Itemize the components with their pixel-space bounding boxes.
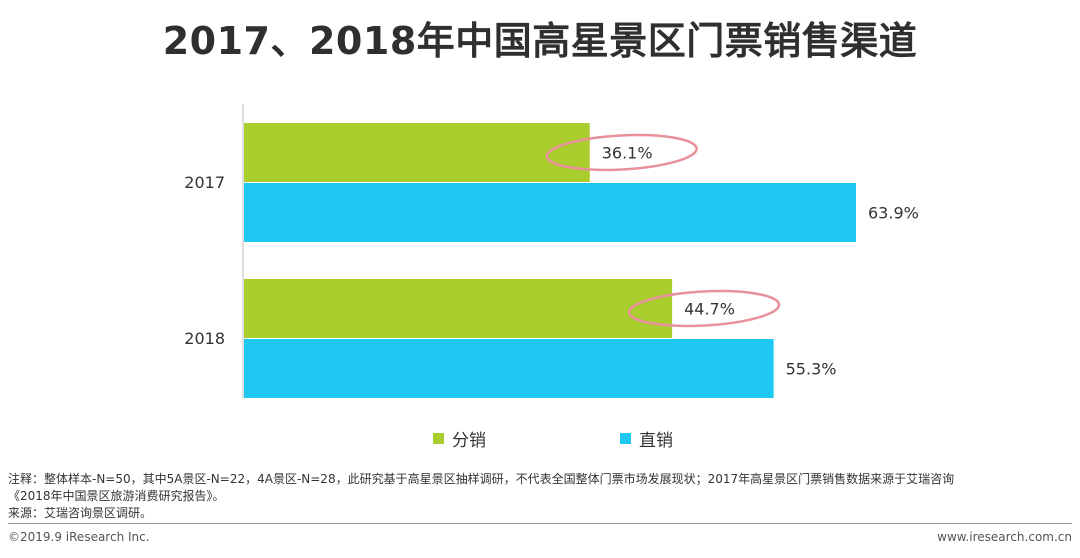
notes: 注释：整体样本-N=50，其中5A景区-N=22，4A景区-N=28，此研究基于… (8, 471, 1072, 522)
chart-title: 2017、2018年中国高星景区门票销售渠道 (162, 19, 918, 63)
legend-swatch-direct (620, 433, 631, 444)
note-line-2: 《2018年中国景区旅游消费研究报告》。 (8, 489, 225, 503)
bar-2018-distribution (244, 279, 673, 338)
bar-2018-direct (244, 339, 774, 398)
footer-website: www.iresearch.com.cn (937, 530, 1072, 544)
highlight-ring-2017 (545, 133, 698, 172)
note-line-1: 注释：整体样本-N=50，其中5A景区-N=22，4A景区-N=28，此研究基于… (8, 472, 955, 486)
bar-chart: 36.1% 63.9% 2017 44.7% 55.3% 2018 (184, 104, 919, 398)
data-label-2018-distribution: 44.7% (684, 300, 735, 319)
highlight-ring-2018 (627, 289, 781, 328)
legend-item-distribution: 分销 (433, 426, 486, 451)
legend-item-direct: 直销 (620, 426, 673, 451)
category-label-2017: 2017 (184, 173, 225, 192)
data-label-2017-distribution: 36.1% (602, 144, 653, 163)
legend-label-direct: 直销 (639, 431, 673, 451)
legend-label-distribution: 分销 (452, 431, 486, 451)
category-label-2018: 2018 (184, 329, 225, 348)
bar-2017-distribution (244, 123, 590, 182)
data-label-2018-direct: 55.3% (786, 360, 837, 379)
footer-copyright: ©2019.9 iResearch Inc. (8, 530, 150, 544)
legend-swatch-distribution (433, 433, 444, 444)
footer-divider (8, 523, 1072, 524)
bar-2017-direct (244, 183, 856, 242)
legend: 分销 直销 (0, 426, 1080, 451)
data-label-2017-direct: 63.9% (868, 204, 919, 223)
source-line: 来源：艾瑞咨询景区调研。 (8, 506, 153, 520)
